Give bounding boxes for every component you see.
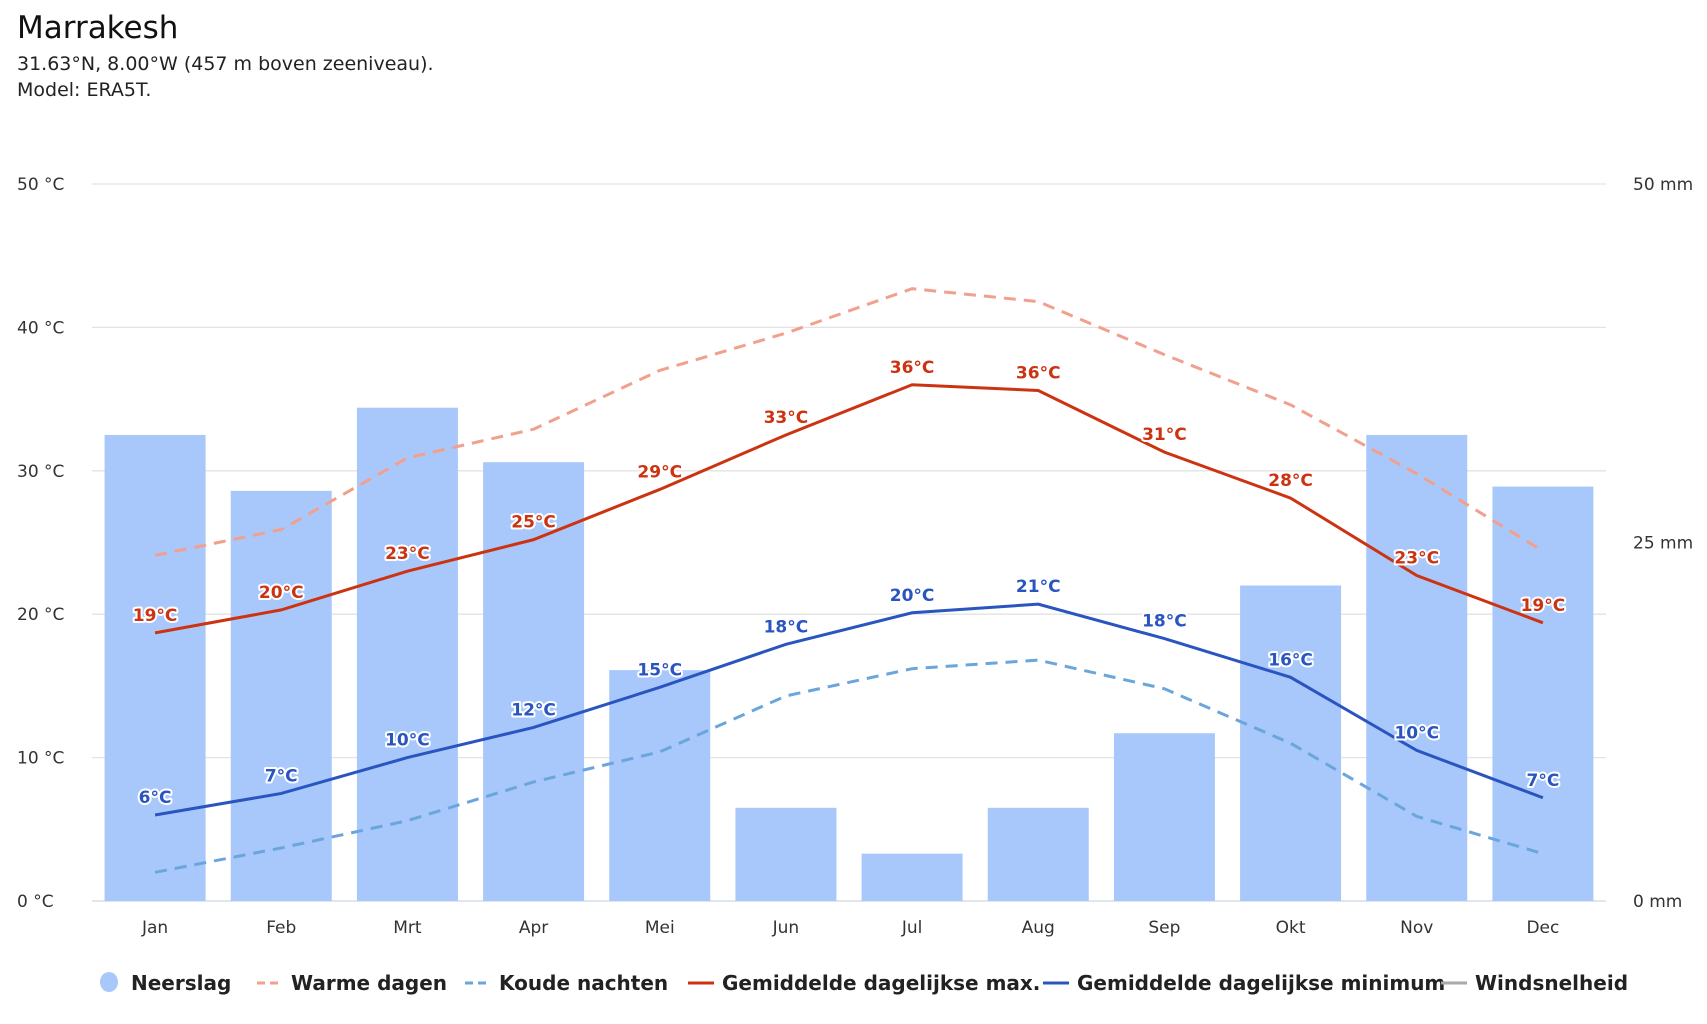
min-data-label: 10°C — [385, 731, 430, 751]
legend-precip-icon — [100, 972, 118, 992]
precip-bar — [609, 670, 711, 901]
data-labels: 19°C 20°C 23°C 25°C 29°C 33°C 36°C 36°C 31°C 28°C… — [131, 356, 1567, 810]
legend: Neerslag Warme dagen Koude nachten Gemiddel… — [100, 971, 1628, 995]
x-tick-label: Sep — [1148, 918, 1180, 938]
gridlines — [92, 183, 1606, 902]
x-tick-label: Mei — [645, 918, 675, 938]
cold-nights-line — [154, 658, 1544, 874]
right-tick-label: 0 mm — [1633, 892, 1682, 912]
max-data-label: 23°C — [385, 544, 430, 564]
legend-label: Gemiddelde dagelijkse minimum — [1077, 971, 1445, 995]
precip-bar — [1492, 486, 1594, 901]
precip-bars — [104, 407, 1594, 901]
precip-bar — [1366, 434, 1468, 901]
x-tick-label: Aug — [1022, 918, 1055, 938]
max-data-label: 23°C — [1394, 548, 1439, 568]
max-data-label: 28°C — [1268, 471, 1313, 491]
left-tick-label: 40 °C — [17, 318, 64, 338]
left-tick-label: 20 °C — [17, 605, 64, 625]
max-data-label: 33°C — [764, 408, 809, 428]
legend-label: Koude nachten — [499, 971, 668, 995]
legend-label: Windsnelheid — [1475, 971, 1628, 995]
min-data-label: 7°C — [265, 766, 298, 786]
max-data-label: 20°C — [259, 583, 304, 603]
x-tick-label: Okt — [1276, 918, 1306, 938]
max-data-label: 36°C — [1016, 363, 1061, 383]
max-data-label: 29°C — [637, 462, 682, 482]
left-tick-label: 10 °C — [17, 749, 64, 769]
precip-bar — [1240, 585, 1342, 901]
left-tick-label: 0 °C — [17, 892, 54, 912]
series-lines — [154, 287, 1544, 874]
precip-bar — [230, 490, 332, 901]
x-tick-label: Jan — [141, 918, 168, 938]
precip-bar — [483, 462, 585, 901]
max-data-label: 25°C — [511, 513, 556, 533]
precip-bar — [104, 434, 206, 901]
location-coordinates: 31.63°N, 8.00°W (457 m boven zeeniveau). — [17, 53, 434, 75]
x-tick-label: Nov — [1400, 918, 1433, 938]
left-tick-label: 30 °C — [17, 462, 64, 482]
min-data-label: 6°C — [139, 788, 172, 808]
x-tick-label: Feb — [266, 918, 296, 938]
precip-bar — [1113, 733, 1215, 901]
min-data-label: 20°C — [890, 586, 935, 606]
max-data-label: 19°C — [133, 606, 178, 626]
legend-label: Warme dagen — [291, 971, 447, 995]
right-tick-label: 50 mm — [1633, 175, 1693, 195]
max-data-label: 31°C — [1142, 425, 1187, 445]
x-tick-label: Dec — [1526, 918, 1559, 938]
min-data-label: 16°C — [1268, 650, 1313, 670]
legend-label: Gemiddelde dagelijkse max. — [722, 971, 1040, 995]
avg-max-line — [154, 383, 1544, 635]
precip-bar — [356, 407, 458, 901]
max-data-label: 36°C — [890, 358, 935, 378]
right-tick-label: 25 mm — [1633, 534, 1693, 554]
x-tick-label: Jul — [901, 918, 923, 938]
precip-bar — [735, 807, 837, 901]
left-tick-label: 50 °C — [17, 175, 64, 195]
model-info: Model: ERA5T. — [17, 79, 152, 101]
min-data-label: 15°C — [637, 660, 682, 680]
warm-days-line — [154, 287, 1544, 557]
avg-min-line — [154, 602, 1544, 817]
precip-bar — [987, 807, 1089, 901]
x-tick-label: Jun — [772, 918, 800, 938]
x-tick-label: Apr — [519, 918, 548, 938]
min-data-label: 12°C — [511, 700, 556, 720]
page-title: Marrakesh — [17, 10, 179, 46]
min-data-label: 18°C — [764, 617, 809, 637]
min-data-label: 10°C — [1394, 723, 1439, 743]
axes: 0 °C 10 °C 20 °C 30 °C 40 °C 50 °C 0 mm 25 mm 50… — [17, 175, 1693, 938]
legend-label: Neerslag — [131, 971, 231, 995]
precip-bar — [861, 853, 963, 901]
min-data-label: 7°C — [1527, 771, 1560, 791]
min-data-label: 21°C — [1016, 577, 1061, 597]
max-data-label: 19°C — [1521, 596, 1566, 616]
x-tick-label: Mrt — [393, 918, 422, 938]
min-data-label: 18°C — [1142, 612, 1187, 632]
